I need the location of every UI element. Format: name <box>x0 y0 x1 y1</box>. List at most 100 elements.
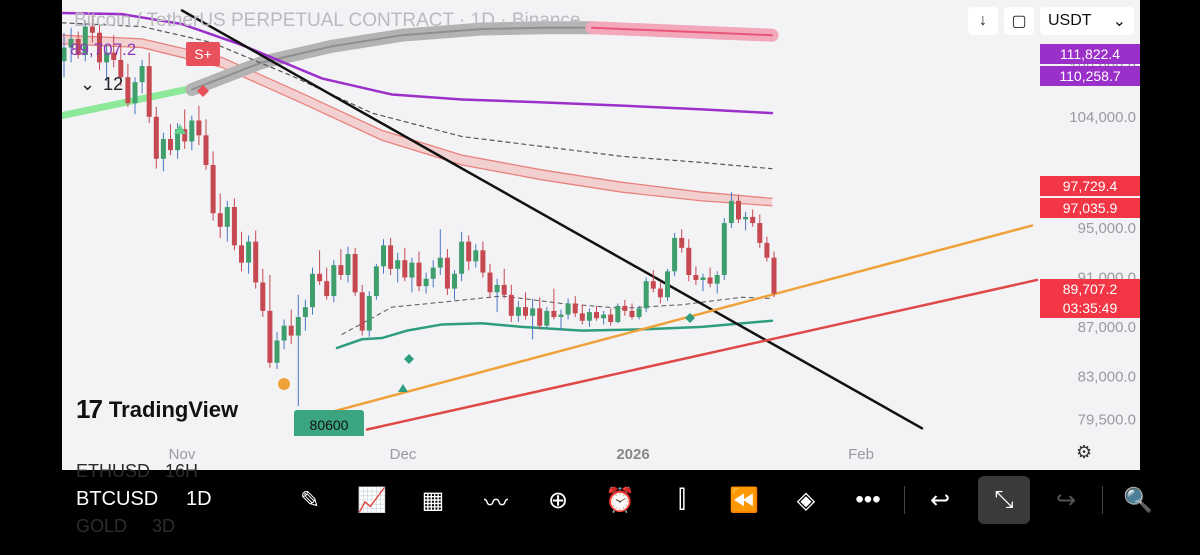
candle-body <box>643 281 649 309</box>
candle-body <box>146 66 152 117</box>
time-axis-label: Nov <box>169 446 196 463</box>
price-label-ma-upper: 111,822.4 <box>1040 44 1140 64</box>
drawing-pen-icon[interactable]: ✎ <box>299 486 321 514</box>
candle-body <box>430 267 436 279</box>
time-axis-label: Feb <box>848 446 874 463</box>
trendline-red <box>365 278 1039 431</box>
candle-body <box>260 282 266 311</box>
redo-icon[interactable]: ↪ <box>1055 486 1077 514</box>
candle-body <box>118 59 124 78</box>
ma-purple <box>62 11 774 115</box>
ma-band-fill <box>62 35 772 206</box>
candle-body <box>523 307 528 316</box>
candle-body <box>565 303 571 315</box>
grid-layout-icon[interactable]: ▦ <box>421 486 445 514</box>
candle-body <box>153 116 159 159</box>
download-icon[interactable]: ↓ <box>968 7 998 35</box>
candle-body <box>288 325 294 336</box>
exit-fullscreen-icon[interactable]: ⤡ <box>978 476 1030 524</box>
candle-body <box>551 310 557 318</box>
watchlist-ghost-above: ETHUSD 16H <box>76 461 199 481</box>
undo-icon[interactable]: ↩ <box>929 486 951 514</box>
trend-tools-icon[interactable]: 〰 <box>484 489 508 517</box>
search-icon[interactable]: 🔍 <box>1123 486 1153 514</box>
buy-marker <box>398 384 408 392</box>
candle-body <box>757 223 763 243</box>
sell-diamond <box>197 85 209 97</box>
ma-green <box>335 319 774 350</box>
candle-body <box>416 262 422 287</box>
candle-body <box>203 135 209 165</box>
candle-body <box>409 262 415 278</box>
candle-body <box>586 312 592 321</box>
currency-select[interactable]: USDT ⌄ <box>1040 7 1134 35</box>
candle-body <box>636 308 642 318</box>
candle-body <box>388 245 394 269</box>
time-axis-label: Dec <box>390 446 417 463</box>
symbol-selector[interactable]: BTCUSD <box>76 488 159 510</box>
candle-body <box>111 52 117 60</box>
candle-body <box>650 281 656 289</box>
chevron-down-icon: ⌄ <box>1112 13 1126 30</box>
replay-icon[interactable]: ⏪ <box>729 486 759 514</box>
candle-body <box>579 313 585 321</box>
candle-body <box>274 340 280 363</box>
price-axis-label: 104,000.0 <box>1069 109 1136 126</box>
price-chart[interactable]: 108,000.0104,000.095,000.091,000.087,000… <box>62 0 1140 470</box>
candle-body <box>253 241 259 283</box>
candle-body <box>530 308 536 316</box>
toolbar-divider <box>904 486 905 514</box>
layers-icon[interactable]: ◈ <box>796 486 816 514</box>
signal-diamond <box>685 313 695 323</box>
watchlist-ghost-below: GOLD 3D <box>76 516 176 536</box>
candle-body <box>657 288 663 298</box>
more-icon[interactable]: ••• <box>855 486 881 513</box>
top-controls: ↓ ▢ USDT ⌄ <box>968 7 1134 35</box>
candle-body <box>615 305 621 322</box>
candle-body <box>239 245 244 263</box>
candle-body <box>672 237 678 272</box>
candle-body <box>466 241 472 262</box>
price-axis-label: 83,000.0 <box>1078 368 1136 385</box>
candle-body <box>217 213 223 227</box>
candle-body <box>182 129 188 142</box>
candle-body <box>345 253 351 276</box>
fullscreen-icon[interactable]: ▢ <box>1004 7 1034 35</box>
candle-body <box>750 216 756 224</box>
candle-body <box>366 296 372 331</box>
toolbar-divider <box>1102 486 1103 514</box>
candle-body <box>310 273 315 308</box>
candle-body <box>324 281 330 297</box>
price-axis-label: 87,000.0 <box>1078 319 1136 336</box>
candle-body <box>544 310 550 326</box>
timeframe-selector[interactable]: 1D <box>186 488 212 510</box>
candle-body <box>267 310 273 363</box>
add-icon[interactable]: ⊕ <box>547 486 569 514</box>
candle-body <box>494 284 500 293</box>
event-dot <box>278 378 290 390</box>
price-label-band-lower: 97,035.9 <box>1040 198 1140 218</box>
candle-body <box>444 257 450 289</box>
indicator-collapse-toggle[interactable]: ⌄ 12 <box>80 74 123 95</box>
candle-body <box>622 305 628 311</box>
candle-body <box>302 307 308 318</box>
candle-body <box>104 52 110 63</box>
settings-icon[interactable]: ⚙ <box>1076 442 1093 462</box>
candle-body <box>281 325 287 341</box>
candle-body <box>594 312 599 319</box>
candle-body <box>352 253 358 293</box>
alert-clock-icon[interactable]: ⏰ <box>605 486 635 514</box>
candle-body <box>700 277 706 280</box>
price-label-last: 89,707.2 <box>1040 279 1140 299</box>
candle-body <box>608 314 614 322</box>
indicators-icon[interactable]: 📈 <box>357 486 387 514</box>
candle-body <box>338 265 344 276</box>
candle-body <box>693 275 699 280</box>
candle-body <box>62 47 67 62</box>
candle-body <box>139 66 145 83</box>
ma-band-upper <box>62 34 773 200</box>
candle-body <box>373 266 379 297</box>
candle-body <box>160 139 166 159</box>
chart-area[interactable]: 108,000.0104,000.095,000.091,000.087,000… <box>62 0 1140 470</box>
candle-type-icon[interactable]: ⫿ <box>678 486 686 513</box>
